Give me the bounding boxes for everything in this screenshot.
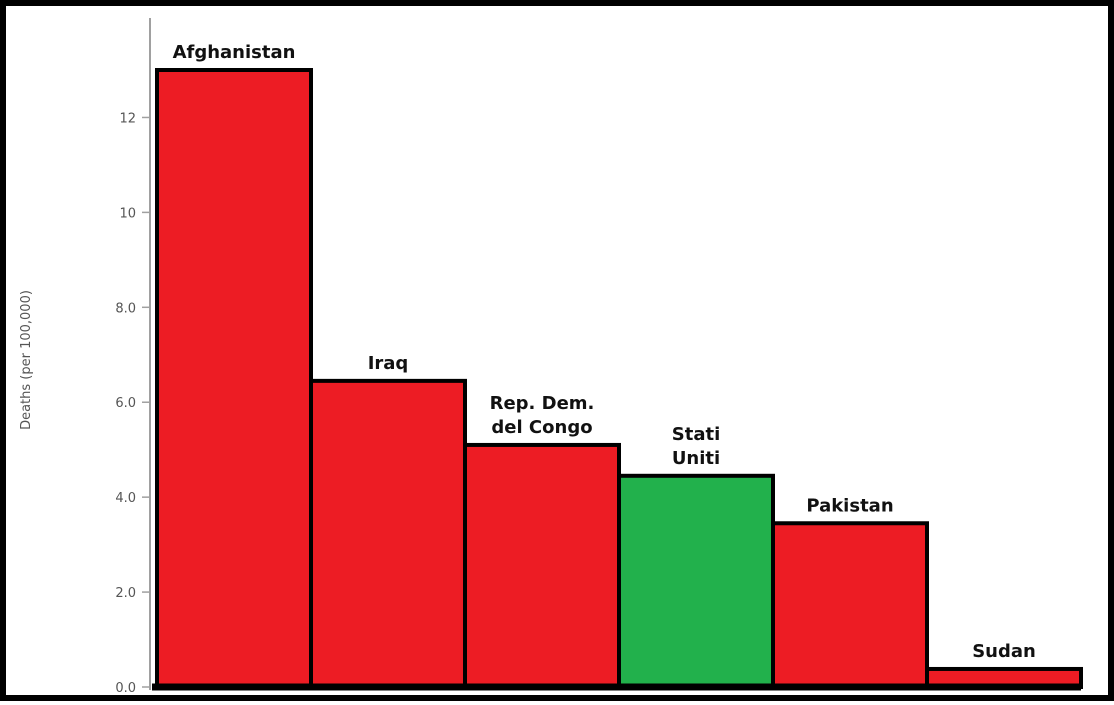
bar — [463, 442, 621, 690]
y-tick-label: 0.0 — [115, 681, 136, 696]
bar-label: Uniti — [672, 448, 720, 469]
y-axis-ticks: 0.0 2.0 4.0 6.0 8.0 10 12 — [115, 111, 150, 696]
bar-label: Pakistan — [806, 495, 893, 516]
bar-label: Rep. Dem. — [490, 393, 595, 414]
bar-label: Iraq — [368, 353, 409, 374]
y-tick-label: 10 — [119, 206, 136, 221]
y-tick-label: 6.0 — [115, 396, 136, 411]
y-tick-label: 4.0 — [115, 491, 136, 506]
bar — [617, 473, 775, 689]
bars — [155, 68, 1083, 690]
bar-labels: Afghanistan Iraq Rep. Dem. del Congo Stati Un… — [173, 42, 1036, 662]
bar-label: Sudan — [972, 641, 1036, 662]
y-tick-label: 2.0 — [115, 586, 136, 601]
bar-label: Afghanistan — [173, 42, 296, 63]
y-tick-label: 8.0 — [115, 301, 136, 316]
bar — [155, 68, 313, 689]
bar — [771, 521, 929, 689]
y-tick-label: 12 — [119, 111, 136, 126]
y-axis-title: Deaths (per 100,000) — [19, 290, 34, 430]
bar — [309, 378, 467, 689]
bar-label: del Congo — [491, 417, 592, 438]
bar-label: Stati — [672, 424, 721, 445]
